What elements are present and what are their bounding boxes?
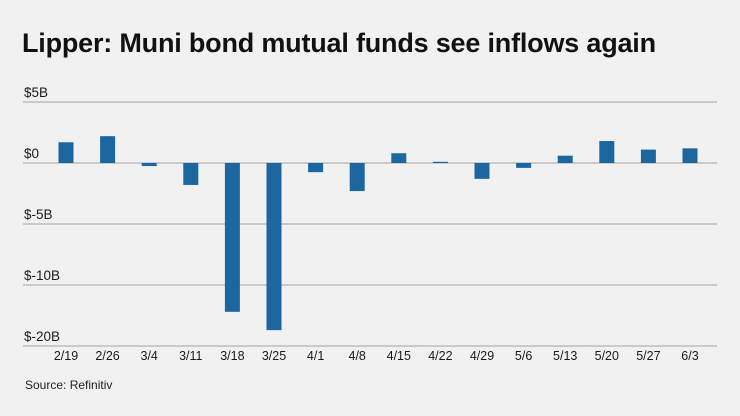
bar-4-29	[474, 163, 490, 179]
bar-5-13	[557, 155, 573, 163]
x-tick-label: 5/6	[515, 349, 532, 363]
y-tick-label: $5B	[24, 85, 48, 100]
y-tick-label: $-10B	[24, 268, 60, 283]
x-tick-label: 4/8	[349, 349, 366, 363]
x-tick-label: 3/4	[141, 349, 158, 363]
bar-2-26	[100, 136, 116, 163]
bar-2-19	[58, 142, 74, 163]
y-tick-label: $0	[24, 146, 39, 161]
x-tick-label: 3/18	[220, 349, 244, 363]
x-tick-label: 4/15	[387, 349, 411, 363]
bar-5-27	[640, 149, 656, 163]
x-tick-label: 4/22	[428, 349, 452, 363]
y-tick-label: $-5B	[24, 207, 53, 222]
x-tick-label: 5/13	[553, 349, 577, 363]
bar-4-8	[349, 163, 365, 192]
x-tick-label: 5/27	[636, 349, 660, 363]
bar-4-15	[391, 153, 407, 163]
bar-3-4	[141, 163, 157, 167]
source-note: Source: Refinitiv	[25, 378, 113, 392]
x-tick-label: 3/11	[179, 349, 202, 363]
x-tick-label: 6/3	[681, 349, 698, 363]
x-tick-label: 2/26	[95, 349, 119, 363]
bar-3-18	[224, 163, 240, 312]
x-tick-label: 4/1	[307, 349, 324, 363]
bar-5-6	[516, 163, 532, 168]
bar-3-11	[183, 163, 199, 185]
x-tick-label: 3/25	[262, 349, 286, 363]
bar-6-3	[682, 148, 698, 163]
bar-3-25	[266, 163, 282, 331]
y-tick-label: $-20B	[24, 329, 60, 344]
x-tick-label: 5/20	[595, 349, 619, 363]
x-tick-label: 2/19	[54, 349, 78, 363]
bar-4-1	[308, 163, 324, 173]
x-tick-label: 4/29	[470, 349, 494, 363]
chart-title: Lipper: Muni bond mutual funds see inflo…	[22, 28, 656, 58]
bar-5-20	[599, 141, 615, 163]
bar-4-22	[432, 161, 448, 163]
